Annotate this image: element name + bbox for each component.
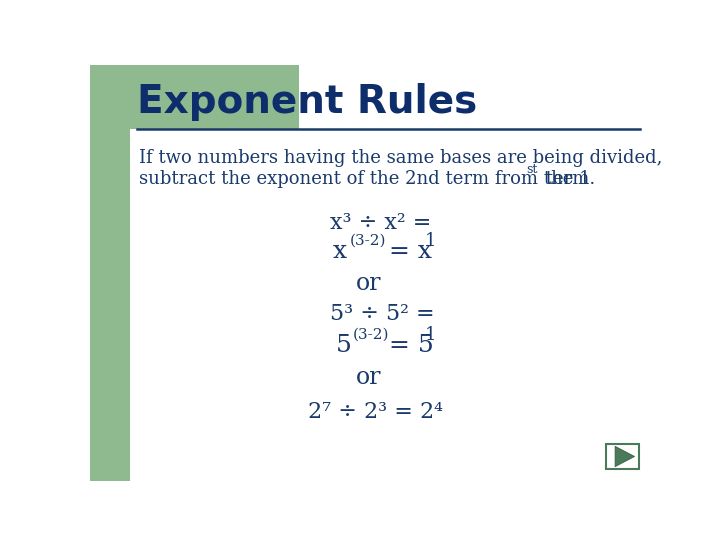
- Text: x: x: [333, 240, 347, 264]
- Text: or: or: [356, 272, 382, 295]
- Text: = 5: = 5: [389, 334, 433, 357]
- FancyBboxPatch shape: [90, 65, 300, 129]
- Text: (3-2): (3-2): [352, 328, 389, 342]
- FancyBboxPatch shape: [90, 65, 130, 481]
- Text: = x: = x: [389, 240, 431, 264]
- Text: 5³ ÷ 5² =: 5³ ÷ 5² =: [330, 303, 435, 325]
- Text: 1: 1: [425, 326, 436, 343]
- Text: Exponent Rules: Exponent Rules: [138, 83, 477, 121]
- Text: x³ ÷ x² =: x³ ÷ x² =: [330, 212, 431, 234]
- Text: (3-2): (3-2): [349, 234, 386, 248]
- Text: subtract the exponent of the 2nd term from the 1: subtract the exponent of the 2nd term fr…: [139, 170, 590, 188]
- Text: 2⁷ ÷ 2³ = 2⁴: 2⁷ ÷ 2³ = 2⁴: [307, 401, 443, 423]
- Text: st: st: [526, 164, 537, 177]
- Text: 5: 5: [336, 334, 351, 357]
- Text: If two numbers having the same bases are being divided,: If two numbers having the same bases are…: [139, 150, 662, 167]
- Polygon shape: [615, 446, 634, 467]
- Text: or: or: [356, 366, 382, 389]
- Text: 1: 1: [425, 232, 436, 250]
- Text: term.: term.: [540, 170, 595, 188]
